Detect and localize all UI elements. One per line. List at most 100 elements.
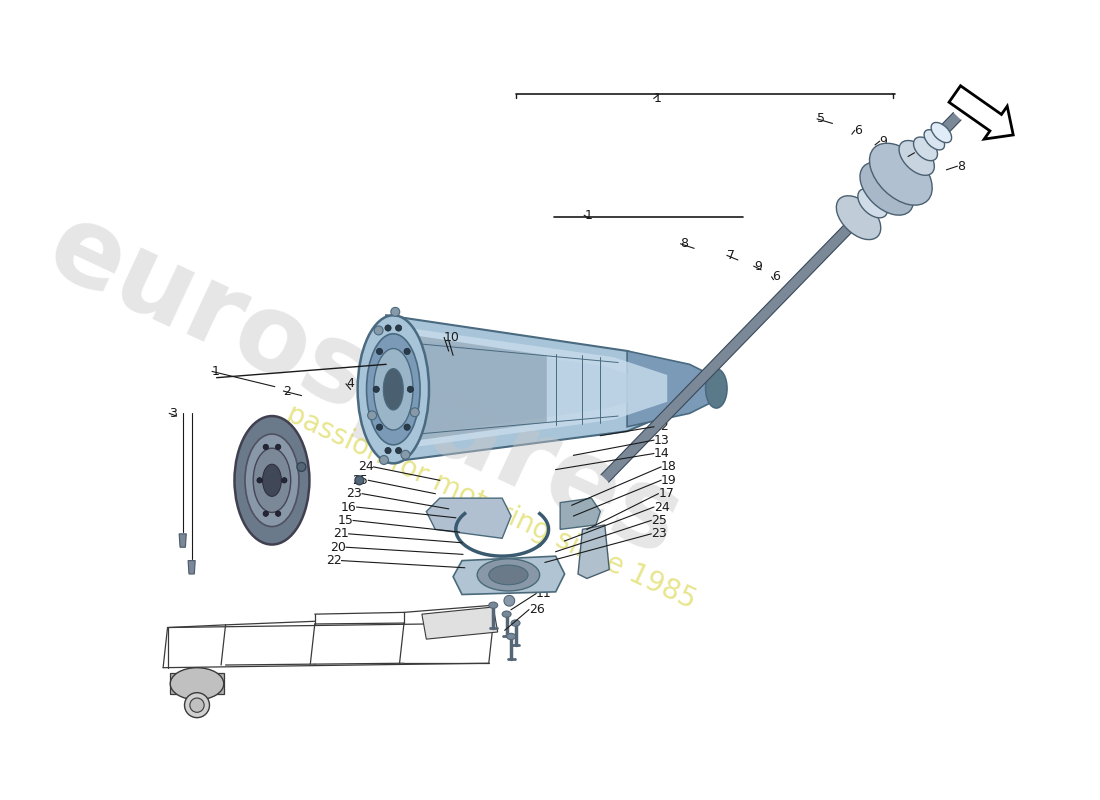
Text: 6: 6 (855, 124, 862, 137)
Text: 8: 8 (681, 238, 689, 250)
Circle shape (379, 455, 388, 465)
Ellipse shape (836, 196, 881, 240)
Text: 1: 1 (584, 209, 592, 222)
Text: 5: 5 (817, 113, 825, 126)
Ellipse shape (913, 137, 937, 161)
Ellipse shape (488, 565, 528, 585)
Ellipse shape (899, 141, 934, 175)
Circle shape (263, 444, 268, 450)
Circle shape (367, 411, 376, 420)
Circle shape (355, 476, 364, 485)
Text: 10: 10 (444, 331, 460, 344)
Text: 9: 9 (880, 134, 888, 148)
Text: 17: 17 (658, 487, 674, 500)
Ellipse shape (234, 416, 309, 545)
Ellipse shape (253, 448, 290, 513)
Circle shape (297, 462, 306, 471)
Polygon shape (188, 561, 195, 574)
Ellipse shape (263, 464, 282, 496)
Text: 25: 25 (352, 474, 368, 487)
Circle shape (385, 447, 392, 454)
Text: 12: 12 (653, 420, 670, 434)
Polygon shape (170, 673, 223, 694)
Polygon shape (578, 525, 609, 578)
Circle shape (396, 325, 402, 331)
Text: 2: 2 (284, 385, 292, 398)
Text: 24: 24 (653, 501, 670, 514)
Circle shape (404, 348, 410, 354)
Circle shape (407, 386, 414, 393)
Polygon shape (179, 534, 186, 547)
Ellipse shape (860, 162, 913, 215)
Polygon shape (422, 607, 497, 639)
Ellipse shape (507, 634, 516, 639)
Text: 23: 23 (346, 487, 362, 500)
Ellipse shape (705, 369, 727, 408)
Text: 23: 23 (651, 527, 667, 540)
Polygon shape (399, 333, 547, 443)
Text: 15: 15 (338, 514, 353, 527)
Text: 7: 7 (914, 146, 923, 159)
Circle shape (275, 511, 280, 516)
Text: 1: 1 (653, 92, 662, 105)
Polygon shape (453, 556, 564, 594)
Circle shape (396, 447, 402, 454)
Text: 6: 6 (771, 270, 780, 283)
Ellipse shape (858, 189, 888, 218)
Text: 20: 20 (330, 541, 346, 554)
Text: 21: 21 (333, 527, 349, 540)
Ellipse shape (366, 334, 420, 445)
Polygon shape (949, 86, 1013, 139)
Circle shape (185, 693, 209, 718)
Text: 4: 4 (346, 378, 354, 390)
Text: 26: 26 (529, 603, 544, 616)
Polygon shape (601, 113, 961, 482)
Circle shape (373, 386, 380, 393)
Ellipse shape (477, 559, 540, 591)
Text: 22: 22 (326, 554, 342, 567)
Circle shape (190, 698, 205, 712)
Polygon shape (627, 351, 716, 426)
Text: 16: 16 (341, 501, 356, 514)
Text: 3: 3 (169, 407, 177, 420)
Text: 24: 24 (358, 461, 374, 474)
Text: 13: 13 (653, 434, 670, 446)
Ellipse shape (512, 620, 520, 626)
Circle shape (282, 478, 287, 483)
Ellipse shape (358, 315, 429, 463)
Text: 19: 19 (661, 474, 676, 487)
Polygon shape (412, 339, 649, 436)
Text: 18: 18 (661, 461, 676, 474)
Ellipse shape (869, 143, 932, 205)
Text: 25: 25 (651, 514, 667, 527)
Circle shape (376, 348, 383, 354)
Ellipse shape (488, 602, 497, 608)
Ellipse shape (931, 122, 952, 142)
Circle shape (376, 424, 383, 430)
Polygon shape (399, 327, 668, 449)
Circle shape (390, 307, 399, 316)
Circle shape (504, 595, 515, 606)
Ellipse shape (383, 369, 404, 410)
Circle shape (385, 325, 392, 331)
Circle shape (374, 326, 383, 335)
Ellipse shape (924, 130, 945, 150)
Ellipse shape (245, 434, 299, 526)
Polygon shape (560, 498, 601, 530)
Circle shape (275, 444, 280, 450)
Text: eurospares: eurospares (31, 193, 696, 578)
Ellipse shape (170, 668, 223, 700)
Text: 8: 8 (957, 160, 965, 173)
Text: 1: 1 (212, 365, 220, 378)
Ellipse shape (503, 611, 512, 618)
Polygon shape (427, 498, 512, 538)
Text: 7: 7 (727, 249, 735, 262)
Text: 14: 14 (653, 447, 670, 460)
Ellipse shape (374, 349, 412, 430)
Circle shape (402, 450, 410, 459)
Circle shape (404, 424, 410, 430)
Circle shape (257, 478, 262, 483)
Text: 11: 11 (536, 587, 552, 600)
Text: 9: 9 (754, 260, 761, 273)
Circle shape (263, 511, 268, 516)
